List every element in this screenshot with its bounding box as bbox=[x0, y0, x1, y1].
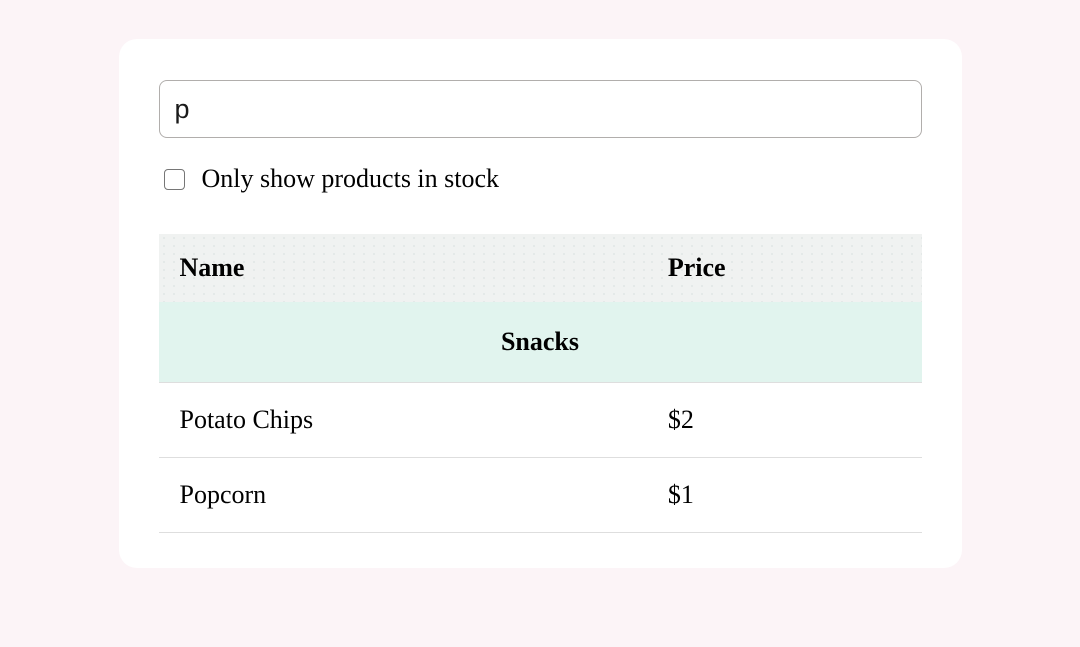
column-header-name: Name bbox=[158, 234, 647, 302]
product-filter-card: Only show products in stock Name Price S… bbox=[118, 39, 962, 568]
in-stock-checkbox[interactable] bbox=[163, 168, 185, 190]
category-row-snacks: Snacks bbox=[158, 302, 922, 383]
product-name-cell: Potato Chips bbox=[158, 382, 647, 458]
table-row: Popcorn $1 bbox=[158, 457, 922, 533]
product-price-cell: $1 bbox=[646, 457, 922, 533]
product-name-cell: Popcorn bbox=[158, 457, 647, 533]
column-header-price: Price bbox=[646, 234, 922, 302]
product-table: Name Price Snacks Potato Chips $2 Popcor… bbox=[158, 234, 922, 533]
page-background: { "theme": { "page_bg": "#fcf4f7", "card… bbox=[0, 39, 1080, 647]
search-input[interactable] bbox=[158, 80, 922, 138]
category-label: Snacks bbox=[158, 302, 922, 383]
table-row: Potato Chips $2 bbox=[158, 382, 922, 458]
table-header-row: Name Price bbox=[158, 234, 922, 302]
product-price-cell: $2 bbox=[646, 382, 922, 458]
in-stock-label: Only show products in stock bbox=[201, 164, 500, 193]
in-stock-filter[interactable]: Only show products in stock bbox=[159, 164, 922, 194]
